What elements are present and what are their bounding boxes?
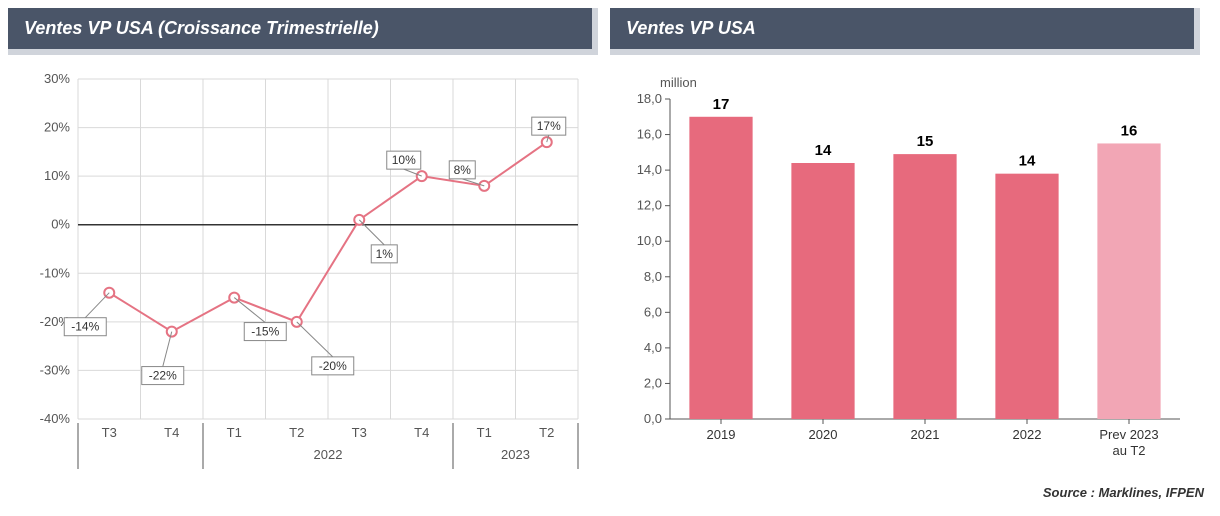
svg-text:0%: 0% [51,217,70,232]
svg-text:T2: T2 [539,425,554,440]
svg-text:T4: T4 [164,425,179,440]
svg-text:2022: 2022 [1013,427,1042,442]
line-chart-svg: -40%-30%-20%-10%0%10%20%30%-14%-22%-15%-… [8,59,598,479]
svg-text:15: 15 [917,133,934,150]
svg-text:T3: T3 [102,425,117,440]
bar-chart-title: Ventes VP USA [610,8,1200,55]
svg-text:Prev 2023: Prev 2023 [1099,427,1158,442]
svg-text:-22%: -22% [149,369,177,383]
svg-text:12,0: 12,0 [637,198,662,213]
svg-text:2022: 2022 [314,447,343,462]
svg-text:18,0: 18,0 [637,91,662,106]
svg-text:2021: 2021 [911,427,940,442]
charts-container: Ventes VP USA (Croissance Trimestrielle)… [8,8,1212,479]
line-chart-panel: Ventes VP USA (Croissance Trimestrielle)… [8,8,598,479]
svg-text:2023: 2023 [501,447,530,462]
svg-text:4,0: 4,0 [644,340,662,355]
svg-text:au T2: au T2 [1112,443,1145,458]
svg-text:0,0: 0,0 [644,411,662,426]
svg-text:10%: 10% [392,153,416,167]
svg-text:-20%: -20% [319,359,347,373]
svg-text:20%: 20% [44,120,70,135]
svg-text:10%: 10% [44,168,70,183]
svg-text:-10%: -10% [40,265,71,280]
svg-text:1%: 1% [376,247,394,261]
svg-text:million: million [660,75,697,90]
svg-text:-15%: -15% [251,325,279,339]
svg-text:T2: T2 [289,425,304,440]
svg-text:14: 14 [815,142,832,159]
bar-chart-svg: million 0,0 2,0 4,0 6,0 8,0 10,0 12,0 14,0 16,0 18… [610,59,1200,479]
svg-text:-14%: -14% [71,320,99,334]
svg-text:2020: 2020 [809,427,838,442]
svg-text:T1: T1 [477,425,492,440]
svg-text:17%: 17% [537,119,561,133]
svg-text:14: 14 [1019,153,1036,170]
svg-text:T1: T1 [227,425,242,440]
svg-text:16: 16 [1121,122,1138,139]
svg-text:-30%: -30% [40,362,71,377]
svg-text:8%: 8% [454,163,472,177]
bar-chart-area: million 0,0 2,0 4,0 6,0 8,0 10,0 12,0 14,0 16,0 18… [610,59,1200,479]
svg-text:8,0: 8,0 [644,269,662,284]
svg-text:10,0: 10,0 [637,233,662,248]
svg-text:16,0: 16,0 [637,127,662,142]
line-chart-title: Ventes VP USA (Croissance Trimestrielle) [8,8,598,55]
svg-text:T3: T3 [352,425,367,440]
svg-text:T4: T4 [414,425,429,440]
svg-text:2019: 2019 [707,427,736,442]
svg-text:2,0: 2,0 [644,375,662,390]
bar-chart-panel: Ventes VP USA million 0,0 2,0 4,0 6,0 8,0 10,0… [610,8,1200,479]
source-text: Source : Marklines, IFPEN [8,485,1212,500]
svg-text:30%: 30% [44,71,70,86]
svg-text:6,0: 6,0 [644,304,662,319]
line-chart-area: -40%-30%-20%-10%0%10%20%30%-14%-22%-15%-… [8,59,598,479]
svg-text:17: 17 [713,96,730,113]
svg-text:14,0: 14,0 [637,162,662,177]
svg-text:-40%: -40% [40,411,71,426]
